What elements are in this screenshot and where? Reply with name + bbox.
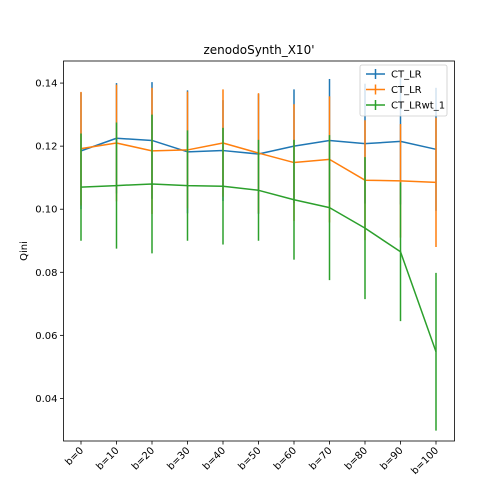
legend-label: CT_LR <box>391 70 422 81</box>
y-tick-label: 0.10 <box>35 205 57 216</box>
y-tick-label: 0.06 <box>35 331 57 342</box>
y-tick-label: 0.14 <box>35 79 57 90</box>
legend-label: CT_LRwt_1 <box>391 101 445 112</box>
legend-box <box>359 64 448 117</box>
legend-entry: CT_LR <box>366 69 422 81</box>
y-tick-label: 0.08 <box>35 268 57 279</box>
legend-label: CT_LR <box>391 85 422 96</box>
y-tick-label: 0.04 <box>35 394 57 405</box>
series-3 <box>80 114 437 431</box>
y-axis-title: Qini <box>19 241 30 261</box>
legend-entry: CT_LRwt_1 <box>366 100 445 112</box>
legend-entry: CT_LR <box>366 84 422 96</box>
chart-title: zenodoSynth_X10' <box>203 43 314 57</box>
y-tick-label: 0.12 <box>35 142 57 153</box>
plot-frame <box>63 60 455 442</box>
series-line <box>80 183 437 353</box>
legend: CT_LR CT_LR CT_LRwt_1 <box>359 64 448 117</box>
